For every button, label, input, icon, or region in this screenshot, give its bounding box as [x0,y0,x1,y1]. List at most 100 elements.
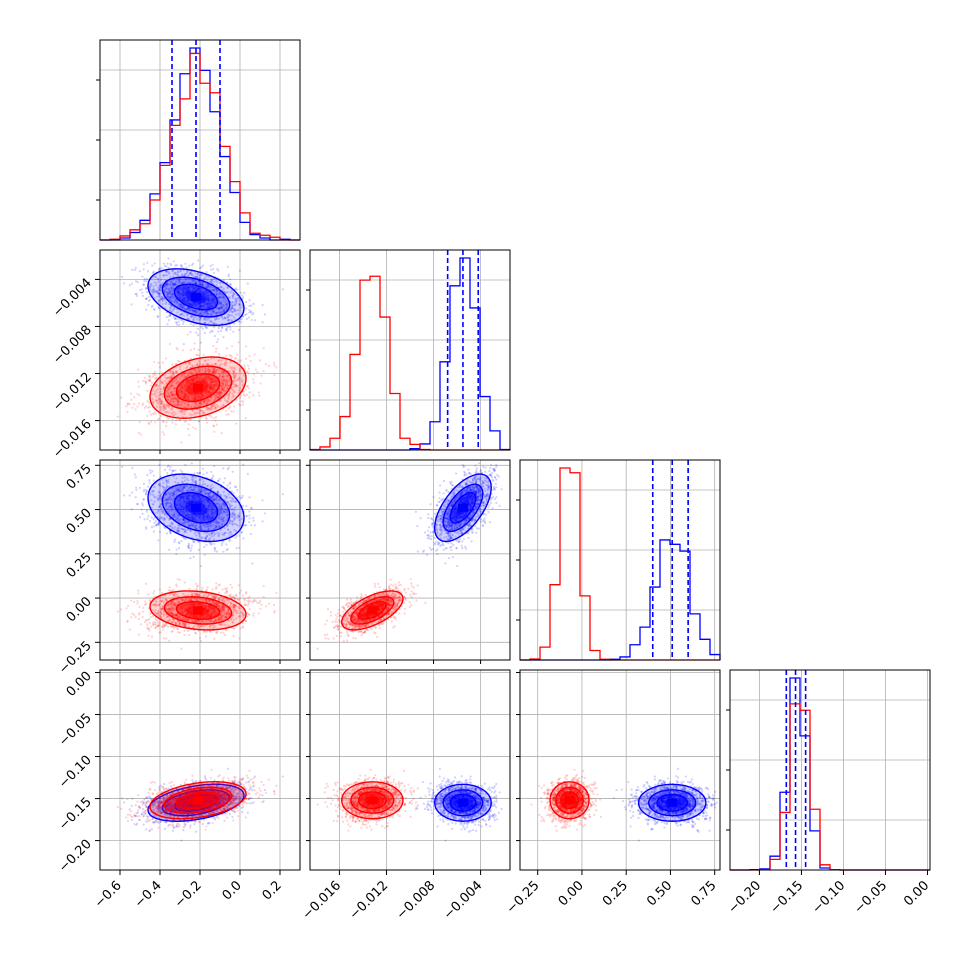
scatter-point [157,305,160,308]
scatter-point [179,293,183,296]
scatter-point [206,304,210,307]
scatter-point [173,283,177,286]
scatter-point [183,581,186,584]
scatter-point [195,276,199,279]
scatter-point [195,304,198,307]
scatter-point [178,290,181,294]
scatter-point [167,302,171,306]
scatter-point [190,308,194,311]
scatter-point [148,374,151,377]
scatter-point [168,290,171,293]
scatter-point [181,307,184,310]
scatter-point [217,296,220,299]
scatter-point [199,280,202,283]
scatter-point [195,289,199,292]
scatter-point [184,288,187,291]
scatter-point [157,278,160,281]
scatter-point [182,299,185,302]
scatter-point [148,410,151,413]
scatter-point [230,306,234,309]
scatter-point [191,310,195,313]
scatter-point [226,313,230,316]
scatter-point [210,296,214,300]
scatter-point [153,296,156,299]
scatter-point [158,530,162,533]
scatter-point [199,304,202,308]
scatter-point [181,299,184,302]
scatter-point [218,301,221,305]
scatter-point [226,315,229,318]
scatter-point [131,406,134,409]
scatter-point [158,292,162,295]
scatter-point [212,326,216,329]
scatter-point [217,269,220,272]
scatter-point [227,407,230,410]
scatter-point [190,462,193,465]
scatter-point [158,288,161,291]
scatter-point [194,282,197,285]
scatter-point [234,303,237,307]
scatter-point [175,288,178,292]
scatter-point [209,312,212,316]
scatter-point [188,287,191,290]
scatter-point [167,283,170,286]
scatter-point [192,309,195,313]
scatter-point [180,282,183,285]
scatter-point [177,290,180,294]
scatter-point [213,300,216,303]
scatter-point [194,427,197,431]
scatter-point [209,285,212,289]
scatter-point [150,289,153,292]
scatter-point [188,317,191,320]
scatter-point [186,274,190,278]
scatter-point [180,305,183,308]
scatter-point [164,282,168,285]
scatter-point [206,297,210,300]
scatter-point [148,287,151,290]
scatter-point [190,285,193,288]
scatter-point [205,303,209,306]
scatter-point [250,507,253,510]
scatter-point [175,321,178,324]
scatter-point [185,287,188,290]
scatter-point [229,308,232,312]
scatter-point [165,301,168,304]
scatter-point [179,305,183,308]
scatter-point [136,294,139,297]
scatter-point [201,305,204,308]
scatter-point [207,322,210,325]
scatter-point [160,296,163,299]
scatter-point [183,297,186,300]
scatter-point [212,297,215,300]
scatter-point [182,286,185,289]
scatter-point [235,299,238,302]
scatter-point [164,273,167,276]
scatter-point [182,308,186,311]
scatter-point [170,280,174,283]
scatter-point [195,282,198,285]
scatter-point [232,330,235,333]
scatter-point [171,300,174,303]
scatter-point [225,413,228,416]
scatter-point [190,304,193,307]
scatter-point [247,387,251,390]
scatter-point [222,335,225,339]
scatter-point [157,292,160,296]
scatter-point [212,309,215,312]
scatter-point [212,288,215,291]
scatter-point [188,303,191,306]
scatter-point [252,302,255,305]
scatter-point [212,298,215,301]
scatter-point [174,419,178,422]
scatter-point [236,296,239,300]
scatter-point [196,311,199,314]
scatter-point [169,283,172,287]
scatter-point [173,282,176,286]
scatter-point [213,288,216,291]
scatter-point [134,266,137,270]
scatter-point [162,433,166,436]
scatter-point [193,318,196,321]
scatter-point [131,466,134,469]
scatter-point [206,284,210,287]
scatter-point [206,298,209,301]
